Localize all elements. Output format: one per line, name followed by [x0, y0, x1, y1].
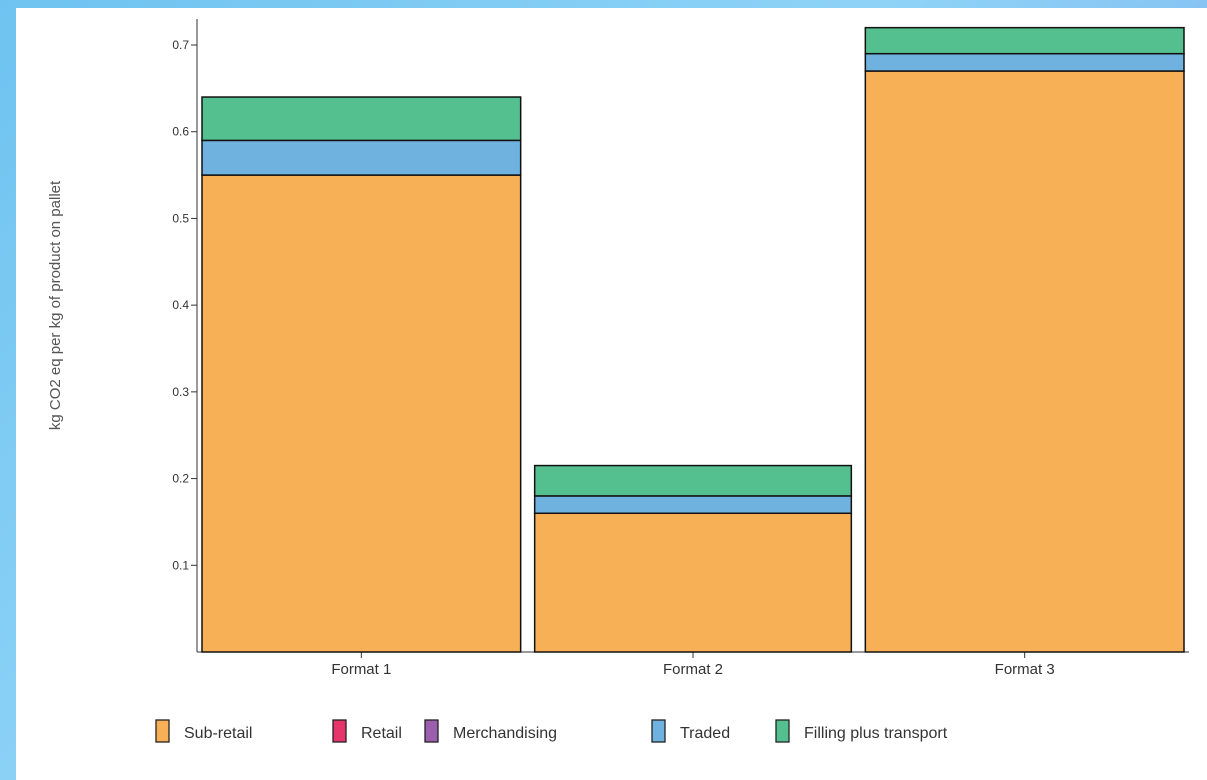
legend-swatch-traded	[651, 719, 666, 743]
y-tick-label: 0.2	[172, 472, 189, 486]
legend-label-traded: Traded	[680, 725, 730, 742]
bars	[201, 26, 1185, 653]
bar-traded-3	[864, 52, 1185, 72]
labels: 0.1 0.2 0.3 0.4 0.5 0.6 0.7 kg CO2 eq per kg of…	[47, 38, 1055, 678]
y-tick-label: 0.6	[172, 125, 189, 139]
bar-filling-plus-transport-1	[201, 96, 522, 142]
y-tick-label: 0.7	[172, 38, 189, 52]
y-axis-title: kg CO2 eq per kg of product on pallet	[47, 180, 64, 430]
x-category-label: Format 1	[331, 661, 391, 678]
bar-sub-retail-2	[533, 512, 853, 653]
bar-sub-retail-1	[201, 174, 522, 653]
x-category-label: Format 3	[995, 661, 1055, 678]
bar-filling-plus-transport-2	[533, 464, 853, 497]
legend-swatch-sub-retail	[155, 719, 170, 743]
y-tick-label: 0.1	[172, 558, 189, 572]
legend: Sub-retail Retail Merchandising Traded Filli…	[155, 719, 948, 743]
x-category-label: Format 2	[663, 661, 723, 678]
bar-traded-2	[533, 495, 853, 515]
legend-label-retail: Retail	[361, 725, 402, 742]
legend-swatch-retail	[332, 719, 347, 743]
bar-traded-1	[201, 139, 522, 176]
y-tick-label: 0.5	[172, 211, 189, 225]
bar-filling-plus-transport-3	[864, 26, 1185, 55]
y-tick-label: 0.3	[172, 385, 189, 399]
legend-swatch-merchandising	[424, 719, 439, 743]
bar-sub-retail-3	[864, 70, 1185, 653]
y-tick-label: 0.4	[172, 298, 189, 312]
legend-label-filling-plus-transport: Filling plus transport	[804, 725, 948, 742]
legend-swatch-filling-plus-transport	[775, 719, 790, 743]
legend-label-merchandising: Merchandising	[453, 725, 557, 742]
chart-panel: 0.1 0.2 0.3 0.4 0.5 0.6 0.7 kg CO2 eq per kg of…	[16, 8, 1207, 780]
legend-label-sub-retail: Sub-retail	[184, 725, 252, 742]
stacked-bar-chart: 0.1 0.2 0.3 0.4 0.5 0.6 0.7 kg CO2 eq per kg of…	[47, 18, 1189, 743]
